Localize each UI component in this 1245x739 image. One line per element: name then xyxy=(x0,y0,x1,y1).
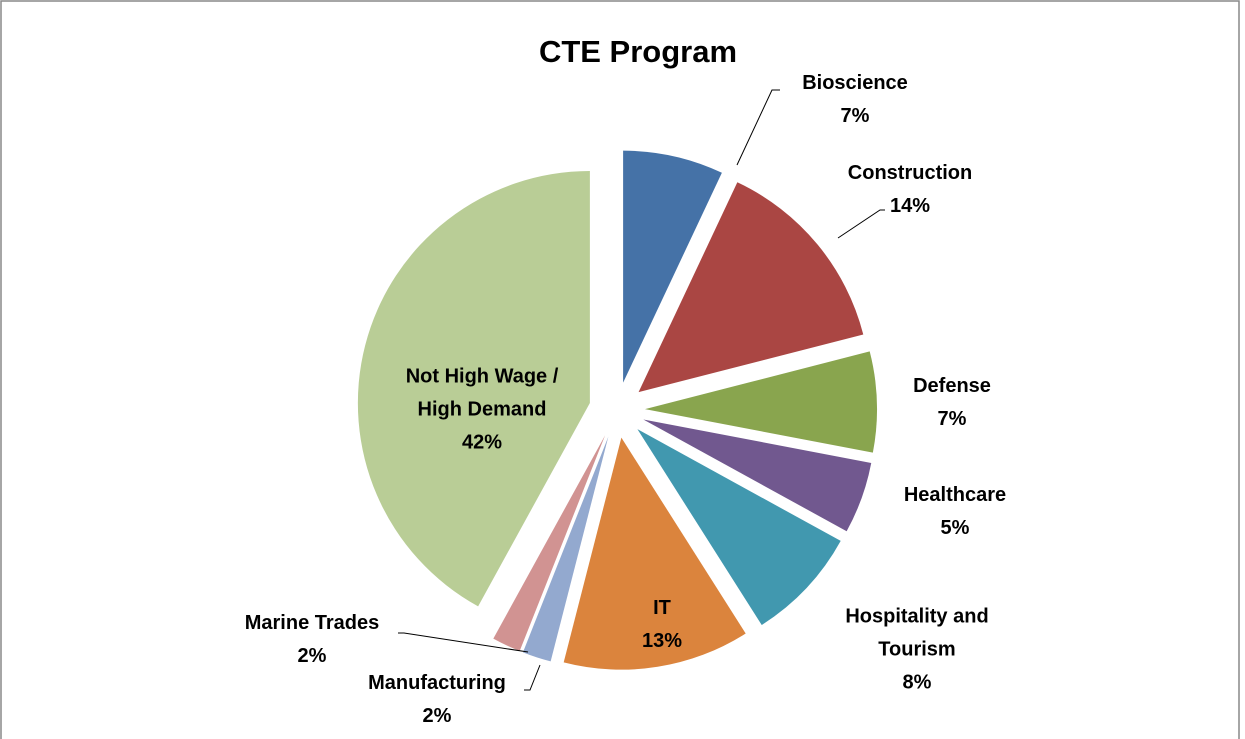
slice-label: Not High Wage / High Demand 42% xyxy=(382,361,582,460)
slice-value: 8% xyxy=(902,671,932,694)
slice-label: Bioscience 7% xyxy=(802,67,908,133)
slice-label: IT 13% xyxy=(642,592,682,658)
pie-slice xyxy=(623,150,722,383)
pie-slice xyxy=(522,436,609,662)
leader-line xyxy=(524,664,541,691)
slice-label: Marine Trades 2% xyxy=(245,607,380,673)
leader-line xyxy=(736,89,780,166)
pie-slice xyxy=(638,182,864,393)
leader-line xyxy=(837,209,885,239)
chart-title: CTE Program xyxy=(538,34,738,69)
slice-label: Hospitality and Tourism 8% xyxy=(822,601,1012,700)
slice-label: Defense 7% xyxy=(913,370,991,436)
slice-value: 2% xyxy=(422,705,452,727)
slice-value: 14% xyxy=(889,195,931,217)
slice-value: 7% xyxy=(937,408,967,430)
slice-name: Marine Trades xyxy=(244,612,380,634)
pie-slice xyxy=(637,429,841,626)
slice-value: 7% xyxy=(840,105,870,127)
leader-line xyxy=(398,632,529,653)
slice-name: Not High Wage / High Demand xyxy=(405,365,559,421)
slice-value: 42% xyxy=(461,431,503,454)
slice-value: 13% xyxy=(641,630,683,652)
slice-name: IT xyxy=(653,597,671,619)
pie-slice xyxy=(357,171,590,607)
pie-slice xyxy=(644,351,877,453)
slice-name: Manufacturing xyxy=(368,672,506,694)
slice-value: 2% xyxy=(297,645,327,667)
slice-name: Bioscience xyxy=(802,72,908,94)
slice-name: Construction xyxy=(847,162,973,184)
slice-label: Construction 14% xyxy=(848,157,972,223)
pie-slice xyxy=(563,437,746,670)
slice-label: Manufacturing 2% xyxy=(368,667,506,733)
slice-label: Healthcare 5% xyxy=(904,479,1006,545)
slice-name: Defense xyxy=(913,375,991,397)
pie-slice xyxy=(643,419,872,532)
slice-value: 5% xyxy=(940,517,970,539)
slice-name: Healthcare xyxy=(903,484,1007,506)
slice-name: Hospitality and Tourism xyxy=(845,605,989,661)
pie-slice xyxy=(493,435,606,652)
